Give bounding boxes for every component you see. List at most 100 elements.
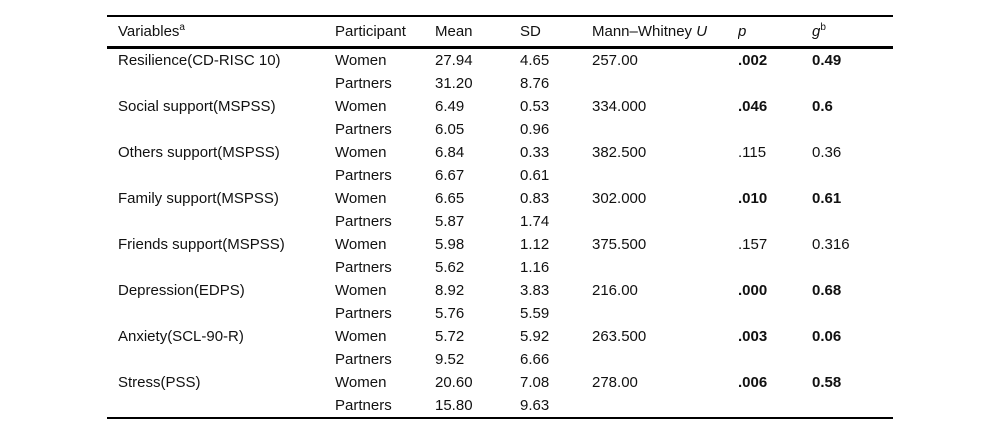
table-row: Partners 6.05 0.96 [107, 118, 893, 141]
cell-effect-size-g [812, 256, 893, 279]
cell-mann-whitney-u: 375.500 [592, 236, 647, 253]
cell-p-value: .000 [738, 282, 768, 299]
cell-participant: Partners [335, 75, 392, 92]
cell-mann-whitney-u [592, 72, 738, 95]
cell-p-value [738, 210, 812, 233]
cell-mean: 27.94 [435, 52, 473, 69]
cell-mann-whitney-u: 278.00 [592, 374, 638, 391]
cell-p-value [738, 348, 812, 371]
column-header-participant: Participant [335, 16, 435, 48]
cell-effect-size-g [812, 164, 893, 187]
cell-mean: 8.92 [435, 282, 465, 299]
table-row: Partners 9.52 6.66 [107, 348, 893, 371]
cell-variable [107, 164, 335, 187]
cell-sd: 0.61 [520, 167, 550, 184]
cell-p-value: .006 [738, 374, 768, 391]
cell-mean: 5.72 [435, 328, 465, 345]
cell-sd: 7.08 [520, 374, 550, 391]
cell-mann-whitney-u: 216.00 [592, 282, 638, 299]
cell-variable [107, 256, 335, 279]
cell-sd: 1.74 [520, 213, 550, 230]
mean-label: Mean [435, 23, 473, 40]
cell-sd: 0.83 [520, 190, 550, 207]
cell-variable: Friends support(MSPSS) [118, 236, 285, 253]
cell-variable: Social support(MSPSS) [118, 98, 276, 115]
cell-participant: Women [335, 374, 387, 391]
cell-sd: 0.96 [520, 121, 550, 138]
cell-participant: Partners [335, 167, 392, 184]
cell-effect-size-g: 0.6 [812, 98, 833, 115]
table-row: Anxiety(SCL-90-R) Women 5.72 5.92 263.50… [107, 325, 893, 348]
cell-sd: 3.83 [520, 282, 550, 299]
table-body: Resilience(CD-RISC 10) Women 27.94 4.65 … [107, 48, 893, 419]
table-header: Variablesa Participant Mean SD Mann–Whit… [107, 16, 893, 48]
cell-effect-size-g [812, 302, 893, 325]
cell-effect-size-g [812, 72, 893, 95]
cell-sd: 1.12 [520, 236, 550, 253]
cell-participant: Partners [335, 305, 392, 322]
cell-sd: 8.76 [520, 75, 550, 92]
table-row: Resilience(CD-RISC 10) Women 27.94 4.65 … [107, 48, 893, 73]
sd-label: SD [520, 23, 541, 40]
cell-participant: Women [335, 282, 387, 299]
cell-mann-whitney-u [592, 256, 738, 279]
variables-footnote-sup: a [179, 22, 185, 33]
table-row: Social support(MSPSS) Women 6.49 0.53 33… [107, 95, 893, 118]
cell-effect-size-g [812, 348, 893, 371]
cell-mean: 6.67 [435, 167, 465, 184]
cell-mann-whitney-u: 382.500 [592, 144, 647, 161]
cell-sd: 6.66 [520, 351, 550, 368]
cell-p-value: .010 [738, 190, 768, 207]
cell-mann-whitney-u: 263.500 [592, 328, 647, 345]
participant-label: Participant [335, 23, 406, 40]
cell-sd: 5.59 [520, 305, 550, 322]
cell-mann-whitney-u: 302.000 [592, 190, 647, 207]
cell-participant: Women [335, 190, 387, 207]
table-row: Partners 6.67 0.61 [107, 164, 893, 187]
cell-mean: 9.52 [435, 351, 465, 368]
mann-whitney-stats-table: Variablesa Participant Mean SD Mann–Whit… [107, 15, 893, 419]
cell-mean: 31.20 [435, 75, 473, 92]
cell-mean: 6.65 [435, 190, 465, 207]
cell-variable: Depression(EDPS) [118, 282, 245, 299]
cell-variable: Anxiety(SCL-90-R) [118, 328, 244, 345]
cell-effect-size-g: 0.61 [812, 190, 842, 207]
cell-p-value [738, 118, 812, 141]
cell-p-value: .115 [738, 144, 767, 161]
table-row: Friends support(MSPSS) Women 5.98 1.12 3… [107, 233, 893, 256]
cell-variable: Resilience(CD-RISC 10) [118, 52, 281, 69]
cell-sd: 5.92 [520, 328, 550, 345]
cell-effect-size-g [812, 210, 893, 233]
g-footnote-sup: b [820, 22, 826, 33]
cell-effect-size-g: 0.316 [812, 236, 850, 253]
cell-p-value [738, 394, 812, 418]
table-row: Partners 5.62 1.16 [107, 256, 893, 279]
header-row: Variablesa Participant Mean SD Mann–Whit… [107, 16, 893, 48]
cell-p-value [738, 164, 812, 187]
cell-p-value [738, 72, 812, 95]
cell-mann-whitney-u [592, 118, 738, 141]
cell-mean: 5.98 [435, 236, 465, 253]
column-header-variables: Variablesa [107, 16, 335, 48]
cell-participant: Partners [335, 397, 392, 414]
cell-variable [107, 210, 335, 233]
cell-variable [107, 394, 335, 418]
cell-variable [107, 302, 335, 325]
p-symbol: p [738, 23, 747, 40]
u-statistic-symbol: U [696, 23, 708, 40]
table-row: Partners 5.76 5.59 [107, 302, 893, 325]
cell-variable [107, 72, 335, 95]
cell-p-value [738, 302, 812, 325]
cell-effect-size-g [812, 394, 893, 418]
cell-participant: Women [335, 328, 387, 345]
cell-p-value: .046 [738, 98, 768, 115]
table-row: Partners 15.80 9.63 [107, 394, 893, 418]
column-header-mann-whitney-u: Mann–Whitney U [592, 16, 738, 48]
cell-mean: 6.05 [435, 121, 465, 138]
cell-sd: 9.63 [520, 397, 550, 414]
cell-mean: 5.76 [435, 305, 465, 322]
cell-participant: Women [335, 52, 387, 69]
cell-effect-size-g: 0.58 [812, 374, 842, 391]
cell-variable: Stress(PSS) [118, 374, 201, 391]
